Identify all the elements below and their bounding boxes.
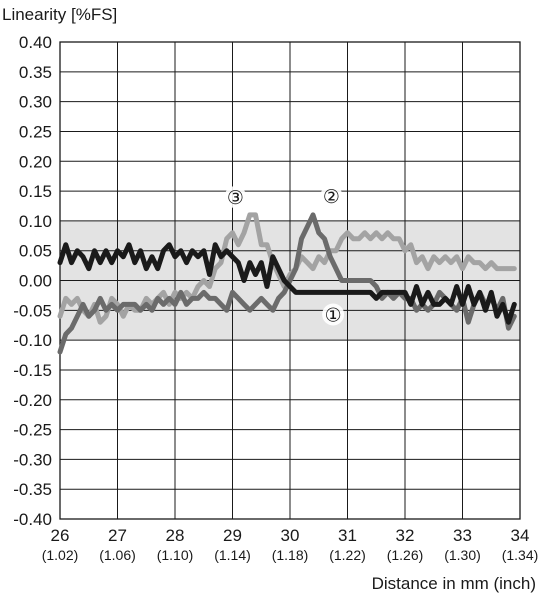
x-tick-label: 29: [223, 526, 242, 545]
x-tick-sublabel: (1.14): [214, 547, 251, 563]
x-axis-title: Distance in mm (inch): [372, 574, 536, 593]
y-tick-label: 0.15: [19, 182, 52, 201]
x-tick-sublabel: (1.02): [42, 547, 79, 563]
y-tick-label: 0.35: [19, 63, 52, 82]
x-tick-label: 33: [453, 526, 472, 545]
x-tick-label: 30: [281, 526, 300, 545]
y-tick-label: -0.15: [13, 361, 52, 380]
y-axis-title: Linearity [%FS]: [2, 5, 117, 24]
y-tick-label: -0.30: [13, 450, 52, 469]
x-tick-label: 34: [511, 526, 530, 545]
y-tick-label: -0.40: [13, 510, 52, 529]
series-marker-1: ①: [325, 305, 342, 326]
series-marker-3: ③: [227, 188, 244, 209]
x-tick-label: 32: [396, 526, 415, 545]
x-tick-sublabel: (1.10): [157, 547, 194, 563]
plot-frame: [59, 41, 521, 520]
y-tick-label: 0.05: [19, 242, 52, 261]
annotation-backdrop: [322, 303, 345, 326]
y-tick-label: 0.30: [19, 93, 52, 112]
x-tick-label: 31: [338, 526, 357, 545]
x-tick-label: 27: [108, 526, 127, 545]
y-tick-label: 0.00: [19, 272, 52, 291]
x-tick-sublabel: (1.22): [329, 547, 366, 563]
y-tick-labels: 0.40 0.35 0.30 0.25 0.20 0.15 0.10 0.05 0.00 -0.0…: [13, 33, 52, 529]
x-tick-sublabel: (1.34): [502, 547, 539, 563]
annotation-layer: ① ② ③: [224, 184, 345, 326]
x-tick-sublabel: (1.06): [99, 547, 136, 563]
series-layer: [57, 212, 517, 355]
y-tick-label: -0.05: [13, 301, 52, 320]
y-tick-label: -0.10: [13, 331, 52, 350]
x-tick-sublabel: (1.26): [387, 547, 424, 563]
y-tick-label: 0.10: [19, 212, 52, 231]
annotation-backdrop: [224, 186, 247, 209]
y-tick-label: 0.20: [19, 152, 52, 171]
y-tick-label: -0.20: [13, 391, 52, 410]
x-tick-label: 26: [51, 526, 70, 545]
x-tick-label: 28: [166, 526, 185, 545]
y-tick-label: 0.25: [19, 122, 52, 141]
x-tick-sublabel: (1.30): [444, 547, 481, 563]
y-tick-label: -0.25: [13, 421, 52, 440]
y-tick-label: -0.35: [13, 480, 52, 499]
series-line-1: [57, 242, 517, 325]
y-tick-label: 0.40: [19, 33, 52, 52]
series-line-2: [57, 212, 517, 355]
x-tick-sublabel: (1.18): [272, 547, 309, 563]
x-tick-labels: 26 (1.02) 27 (1.06) 28 (1.10) 29 (1.14) 30 (1.18)…: [42, 526, 539, 563]
annotation-backdrop: [320, 184, 343, 207]
series-marker-2: ②: [323, 187, 340, 208]
